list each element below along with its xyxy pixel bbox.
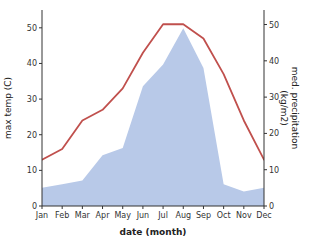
x-tick-label: Jul [157, 211, 168, 220]
x-tick-label: Dec [256, 211, 271, 220]
y2-axis-label: med. precipitation(kg/m2) [279, 67, 300, 149]
plot-area [42, 24, 264, 206]
x-tick-label: May [114, 211, 131, 220]
x-tick-label: Sep [196, 211, 211, 220]
y-tick-label: 20 [27, 131, 37, 140]
y2-tick [264, 169, 267, 170]
x-tick [122, 206, 123, 209]
y-tick [39, 99, 42, 100]
y-tick [39, 206, 42, 207]
x-tick-label: Nov [236, 211, 252, 220]
y2-tick [264, 60, 267, 61]
y2-tick [264, 206, 267, 207]
tick-labels: JanFebMarAprMayJunJulAugSepOctNovDec0102… [27, 21, 279, 220]
chart: JanFebMarAprMayJunJulAugSepOctNovDec0102… [0, 0, 318, 242]
axes [39, 10, 267, 209]
y-axis-line [42, 10, 43, 206]
x-tick-label: Jan [35, 211, 48, 220]
x-tick-label: Oct [217, 211, 231, 220]
x-axis-label: date (month) [120, 227, 187, 237]
x-tick-label: Mar [75, 211, 91, 220]
y2-tick-label: 20 [269, 129, 279, 138]
y2-axis-label-line: (kg/m2) [279, 90, 289, 125]
area [42, 28, 264, 206]
x-tick [163, 206, 164, 209]
x-tick-label: Feb [55, 211, 69, 220]
x-tick [243, 206, 244, 209]
y2-tick [264, 133, 267, 134]
x-tick [102, 206, 103, 209]
y2-tick [264, 97, 267, 98]
x-tick [203, 206, 204, 209]
y2-tick-label: 50 [269, 21, 279, 30]
x-tick [142, 206, 143, 209]
y-tick [39, 27, 42, 28]
y-tick [39, 63, 42, 64]
x-tick-label: Aug [175, 211, 191, 220]
y2-tick-label: 0 [269, 202, 274, 211]
x-axis-line [42, 206, 264, 207]
y-tick-label: 30 [27, 95, 37, 104]
y-tick [39, 170, 42, 171]
y-axis-label: max temp (C) [3, 77, 13, 139]
y2-tick [264, 24, 267, 25]
y-tick-label: 0 [32, 202, 37, 211]
x-tick [82, 206, 83, 209]
y2-tick-label: 40 [269, 57, 279, 66]
y2-axis-line [264, 10, 265, 206]
y2-tick-label: 30 [269, 93, 279, 102]
line [42, 24, 264, 159]
x-tick [62, 206, 63, 209]
y-tick [39, 134, 42, 135]
y-tick-label: 50 [27, 24, 37, 33]
x-tick-label: Jun [136, 211, 150, 220]
y-tick-label: 40 [27, 59, 37, 68]
x-tick [223, 206, 224, 209]
y2-tick-label: 10 [269, 166, 279, 175]
x-tick [183, 206, 184, 209]
x-tick-label: Apr [96, 211, 111, 220]
y-tick-label: 10 [27, 166, 37, 175]
y2-axis-label-line: med. precipitation [290, 67, 300, 149]
